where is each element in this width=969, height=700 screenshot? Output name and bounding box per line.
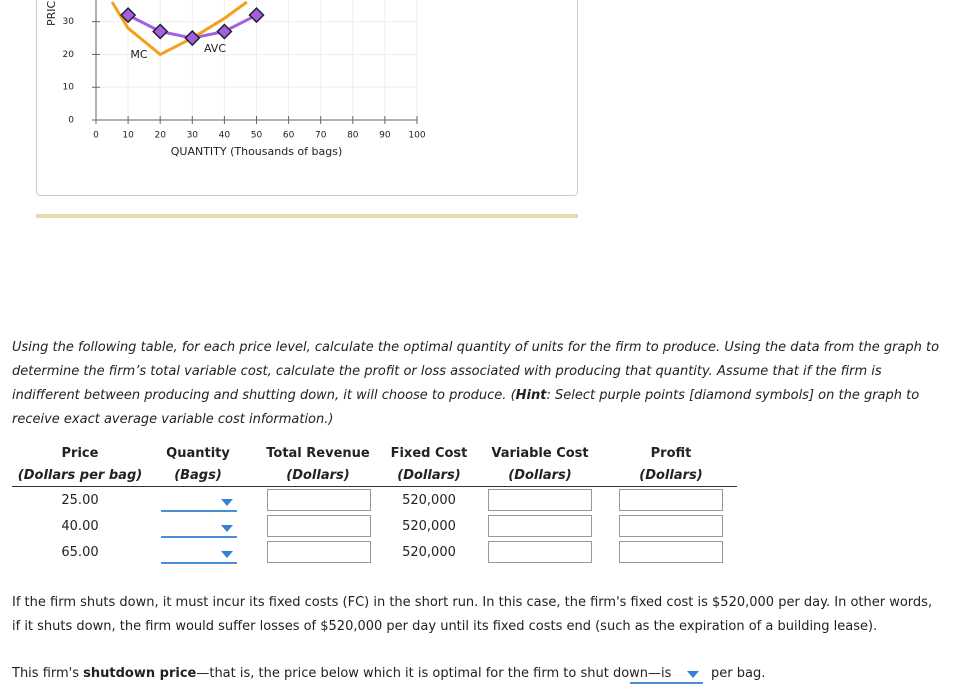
curve-label: MC xyxy=(130,48,147,61)
shutdown-line: This firm's shutdown price—that is, the … xyxy=(12,662,942,686)
revenue-input[interactable] xyxy=(267,541,371,563)
x-tick-label: 40 xyxy=(219,131,231,141)
revenue-input[interactable] xyxy=(267,489,371,511)
x-tick-label: 30 xyxy=(187,131,199,141)
price-cell: 40.00 xyxy=(61,519,99,534)
column-header: Profit xyxy=(650,446,692,461)
x-tick-label: 70 xyxy=(315,131,327,141)
header-rule xyxy=(12,486,737,487)
diamond-point xyxy=(120,7,137,24)
profit-input[interactable] xyxy=(619,489,723,511)
x-tick-label: 0 xyxy=(93,131,99,141)
curve-label: AVC xyxy=(204,42,226,55)
column-subheader: (Dollars) xyxy=(397,468,461,483)
graph-card xyxy=(36,0,578,196)
fixed-cost-cell: 520,000 xyxy=(402,519,456,534)
chart: 0 10 20 30 40 50 60 70 80 90 100 0 10 20 30 QUANTITY (T… xyxy=(45,0,426,158)
diamond-point xyxy=(216,23,233,40)
column-subheader: (Dollars) xyxy=(508,468,572,483)
fixed-cost-cell: 520,000 xyxy=(402,493,456,508)
quantity-dropdown[interactable] xyxy=(161,518,237,538)
shutdown-dropdown[interactable] xyxy=(630,664,703,684)
variable-cost-input[interactable] xyxy=(488,515,592,537)
fixed-cost-cell: 520,000 xyxy=(402,545,456,560)
column-header: Variable Cost xyxy=(491,446,589,461)
column-subheader: (Dollars) xyxy=(639,468,703,483)
diamond-point xyxy=(184,29,201,47)
diamond-point xyxy=(248,7,265,24)
unit: per bag. xyxy=(711,666,766,681)
quantity-dropdown[interactable] xyxy=(161,544,237,564)
profit-input[interactable] xyxy=(619,541,723,563)
x-tick-label: 60 xyxy=(283,131,295,141)
y-tick-label: 20 xyxy=(63,50,75,60)
y-tick-label: 30 xyxy=(63,17,75,27)
y-tick-label: 10 xyxy=(63,83,75,93)
note: If the firm shuts down, it must incur it… xyxy=(12,595,933,634)
column-header: Quantity xyxy=(166,446,230,461)
x-tick-label: 50 xyxy=(251,131,263,141)
text: This firm's xyxy=(12,666,84,681)
text: shutdown price xyxy=(83,666,197,681)
diamond-point xyxy=(152,23,169,40)
column-subheader: (Dollars) xyxy=(286,468,350,483)
text: Using the following table, for each pric… xyxy=(12,340,940,403)
column-subheader: (Dollars per bag) xyxy=(17,468,143,483)
instructions: Using the following table, for each pric… xyxy=(12,336,942,432)
y-tick-label: 0 xyxy=(68,116,74,126)
column-subheader: (Bags) xyxy=(174,468,222,483)
divider xyxy=(36,214,578,218)
x-axis-label: QUANTITY (Thousands of bags) xyxy=(171,145,343,158)
revenue-input[interactable] xyxy=(267,515,371,537)
variable-cost-input[interactable] xyxy=(488,541,592,563)
hint: Hint xyxy=(515,388,547,403)
x-tick-label: 10 xyxy=(122,131,134,141)
profit-input[interactable] xyxy=(619,515,723,537)
text: —that is, the price below which it is op… xyxy=(196,666,672,681)
x-tick-label: 90 xyxy=(379,131,391,141)
text: : Select purple points [diamond symbols]… xyxy=(12,388,920,427)
curve xyxy=(110,0,248,57)
x-tick-label: 80 xyxy=(347,131,359,141)
price-cell: 65.00 xyxy=(61,545,99,560)
x-tick-label: 100 xyxy=(408,131,425,141)
quantity-dropdown[interactable] xyxy=(161,492,237,512)
column-header: Total Revenue xyxy=(266,446,370,461)
variable-cost-input[interactable] xyxy=(488,489,592,511)
y-axis-label: PRIC xyxy=(45,0,58,26)
column-header: Fixed Cost xyxy=(390,446,468,461)
x-tick-label: 20 xyxy=(154,131,166,141)
price-cell: 25.00 xyxy=(61,493,99,508)
column-header: Price xyxy=(61,446,99,461)
